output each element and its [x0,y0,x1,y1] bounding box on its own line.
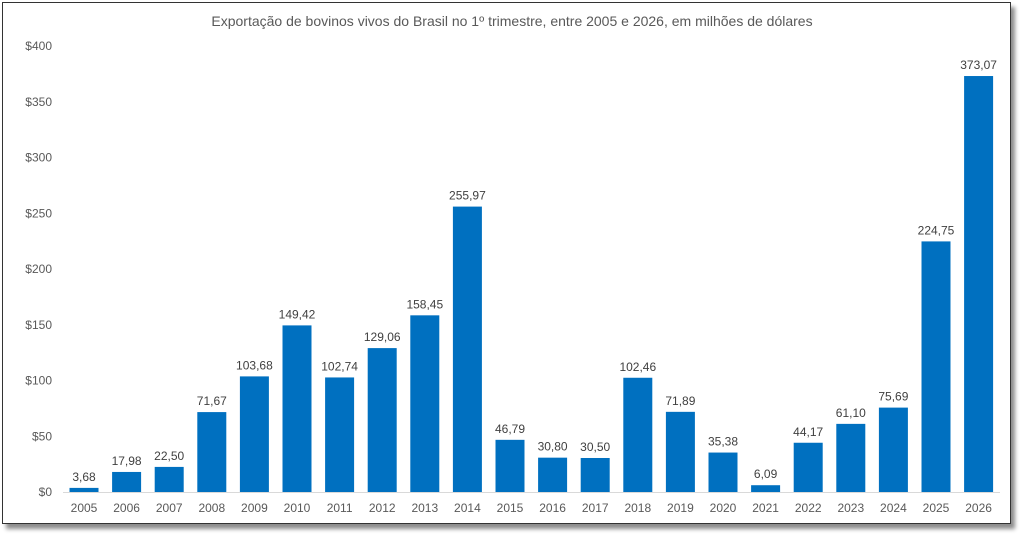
y-tick-label: $100 [25,374,52,388]
x-tick-label: 2005 [71,501,98,515]
data-label: 71,67 [197,394,227,408]
x-tick-label: 2026 [965,501,992,515]
x-tick-label: 2008 [198,501,225,515]
data-label: 46,79 [495,422,525,436]
data-label: 102,74 [321,359,358,373]
data-label: 129,06 [364,330,401,344]
bar-2010 [282,325,312,492]
data-label: 373,07 [960,58,997,72]
y-tick-label: $400 [25,39,52,53]
data-label: 61,10 [836,406,866,420]
x-tick-label: 2010 [284,501,311,515]
bar-2022 [793,442,823,492]
bar-2009 [239,376,269,492]
bar-2016 [538,457,568,492]
x-tick-label: 2024 [880,501,907,515]
data-label: 102,46 [619,360,656,374]
bar-2018 [623,377,653,492]
x-tick-label: 2023 [837,501,864,515]
data-label: 103,68 [236,358,273,372]
data-label: 224,75 [918,223,955,237]
x-tick-label: 2009 [241,501,268,515]
data-label: 44,17 [793,425,823,439]
bar-2006 [112,471,142,492]
bar-2014 [452,206,482,492]
bar-2024 [878,407,908,492]
data-label: 255,97 [449,189,486,203]
bar-2015 [495,439,525,492]
data-label: 75,69 [878,390,908,404]
data-label: 30,80 [538,440,568,454]
bar-2007 [154,466,184,492]
data-label: 3,68 [72,470,96,484]
bar-2005 [69,487,99,492]
data-label: 30,50 [580,440,610,454]
y-tick-label: $150 [25,318,52,332]
x-tick-label: 2011 [327,501,353,515]
chart-title: Exportação de bovinos vivos do Brasil no… [211,13,812,29]
bar-2023 [836,423,866,492]
data-label: 6,09 [754,467,778,481]
x-tick-label: 2006 [113,501,140,515]
x-tick-label: 2021 [752,501,779,515]
data-label: 22,50 [154,449,184,463]
y-tick-label: $250 [25,206,52,220]
data-label: 17,98 [112,454,142,468]
bar-2020 [708,452,738,492]
x-tick-label: 2016 [539,501,566,515]
bar-2011 [325,377,355,492]
x-tick-label: 2018 [624,501,651,515]
bar-2013 [410,315,440,492]
x-tick-label: 2015 [497,501,524,515]
y-tick-label: $350 [25,95,52,109]
bar-2026 [964,76,994,492]
bar-2025 [921,241,951,492]
y-tick-label: $0 [39,485,53,499]
y-axis: $0 $50 $100 $150 $200 $250 $300 $350 $400 [25,39,52,499]
data-label: 149,42 [279,307,316,321]
x-tick-label: 2017 [582,501,609,515]
x-tick-label: 2014 [454,501,481,515]
bar-2008 [197,412,227,492]
bar-2021 [751,485,781,492]
bar-2017 [580,457,610,492]
x-tick-label: 2013 [411,501,438,515]
x-tick-label: 2019 [667,501,694,515]
y-tick-label: $200 [25,262,52,276]
y-tick-label: $300 [25,151,52,165]
x-tick-label: 2012 [369,501,396,515]
x-tick-label: 2025 [923,501,950,515]
data-label: 35,38 [708,435,738,449]
bar-2012 [367,348,397,492]
data-label: 158,45 [406,297,443,311]
bar-2019 [665,411,695,492]
data-label: 71,89 [665,394,695,408]
x-tick-label: 2007 [156,501,183,515]
x-tick-label: 2020 [710,501,737,515]
bars: 3,68 2005 17,98 2006 22,50 2007 71,67 2008 103,6… [69,58,997,515]
y-tick-label: $50 [32,429,52,443]
x-tick-label: 2022 [795,501,822,515]
